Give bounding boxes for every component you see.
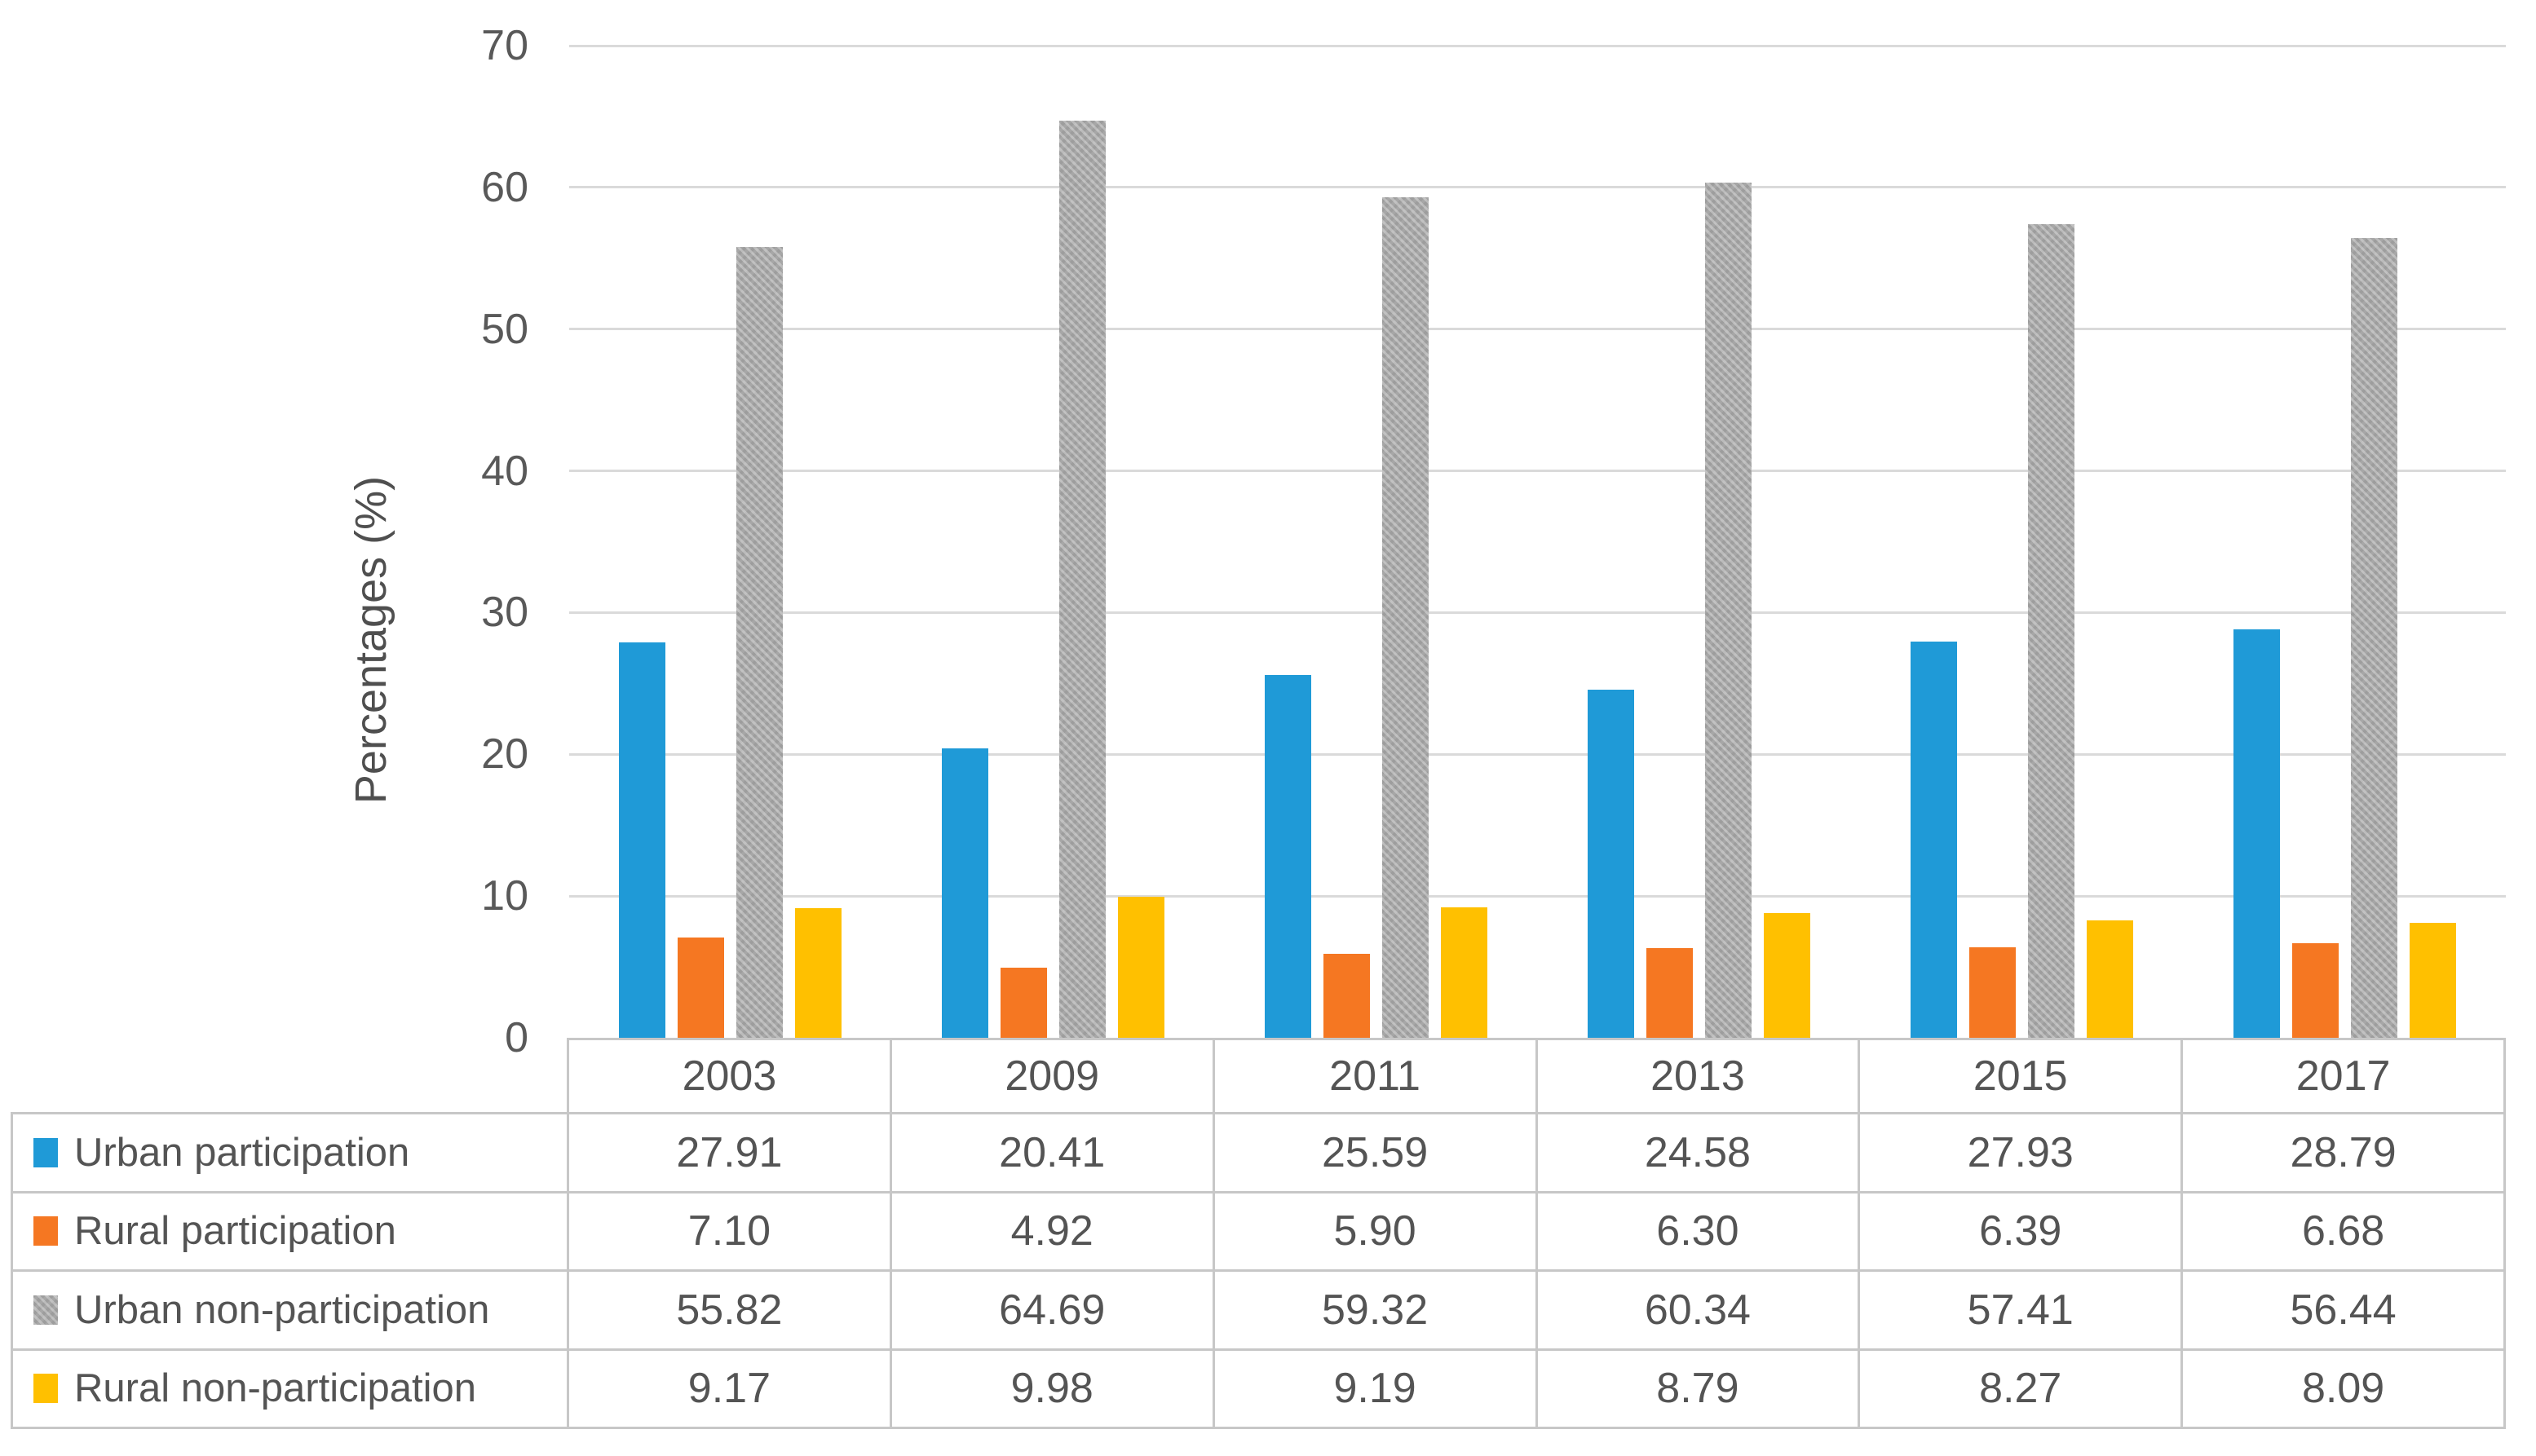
y-tick-label: 50 (481, 305, 528, 353)
bar-group-2011 (1215, 46, 1538, 1038)
value-cell: 27.93 (1860, 1114, 2184, 1193)
data-table: 2003 2009 2011 2013 2015 2017 Urban participat… (11, 1038, 2506, 1429)
value-cell: 55.82 (569, 1272, 892, 1351)
bar-group-2003 (569, 46, 892, 1038)
gridline (569, 186, 2506, 189)
bar (1763, 913, 1810, 1038)
year-header-cell: 2013 (1537, 1038, 1861, 1114)
gridline (569, 894, 2506, 898)
bar (736, 246, 784, 1038)
year-header-cell: 2017 (2183, 1038, 2506, 1114)
value-cell: 9.98 (891, 1350, 1215, 1429)
bar-group-2017 (2183, 46, 2506, 1038)
value-cell: 5.90 (1214, 1193, 1538, 1272)
bar (942, 748, 989, 1038)
value-cell: 8.09 (2183, 1350, 2506, 1429)
bar (795, 907, 842, 1038)
value-cell: 9.17 (569, 1350, 892, 1429)
gridline (569, 328, 2506, 331)
value-cell: 8.79 (1537, 1350, 1861, 1429)
value-cell: 56.44 (2183, 1272, 2506, 1351)
legend-swatch-icon (33, 1216, 58, 1246)
value-cell: 6.39 (1860, 1193, 2184, 1272)
value-cell: 59.32 (1214, 1272, 1538, 1351)
bar (2233, 629, 2280, 1038)
value-cell: 60.34 (1537, 1272, 1861, 1351)
value-cell: 24.58 (1537, 1114, 1861, 1193)
bar (1441, 907, 1488, 1038)
bar (1646, 948, 1693, 1038)
bar (1587, 689, 1634, 1038)
bar (1323, 954, 1371, 1038)
legend-swatch-icon (33, 1295, 58, 1325)
legend-cell: Rural non-participation (11, 1350, 569, 1429)
year-header-cell: 2011 (1214, 1038, 1538, 1114)
gridline (569, 44, 2506, 47)
bar (1382, 196, 1429, 1038)
bar (1059, 121, 1107, 1038)
value-cell: 8.27 (1860, 1350, 2184, 1429)
legend-label: Urban participation (74, 1130, 410, 1175)
bar (619, 642, 666, 1038)
value-cell: 57.41 (1860, 1272, 2184, 1351)
bar (2409, 923, 2456, 1038)
y-tick-label: 30 (481, 589, 528, 637)
value-cell: 9.19 (1214, 1350, 1538, 1429)
value-cell: 6.68 (2183, 1193, 2506, 1272)
legend-label: Rural participation (74, 1209, 396, 1254)
y-tick-label: 20 (481, 730, 528, 779)
bar-group-2013 (1537, 46, 1860, 1038)
bar (2027, 223, 2074, 1038)
bar-group-2009 (892, 46, 1215, 1038)
value-cell: 6.30 (1537, 1193, 1861, 1272)
gridline (569, 470, 2506, 473)
value-cell: 28.79 (2183, 1114, 2506, 1193)
year-header-cell: 2003 (569, 1038, 892, 1114)
bar (2350, 237, 2397, 1038)
bar (1118, 896, 1165, 1038)
y-tick-label: 70 (481, 22, 528, 69)
y-tick-label: 10 (481, 872, 528, 920)
bar (1910, 642, 1957, 1038)
empty-cell (11, 1038, 569, 1114)
bar-groups (569, 46, 2506, 1038)
y-tick-label: 60 (481, 163, 528, 211)
value-cell: 4.92 (891, 1193, 1215, 1272)
plot-area (569, 44, 2506, 1038)
bar (1968, 946, 2016, 1038)
value-cell: 20.41 (891, 1114, 1215, 1193)
y-tick-label: 0 (505, 1014, 528, 1061)
legend-cell: Urban participation (11, 1114, 569, 1193)
bar (2086, 920, 2133, 1038)
value-cell: 7.10 (569, 1193, 892, 1272)
bar (2291, 942, 2339, 1038)
legend-cell: Rural participation (11, 1193, 569, 1272)
gridline (569, 752, 2506, 756)
bar (1265, 675, 1312, 1038)
year-header-cell: 2009 (891, 1038, 1215, 1114)
legend-label: Urban non-participation (74, 1287, 490, 1332)
legend-swatch-icon (33, 1137, 58, 1167)
bar (1704, 182, 1752, 1038)
bar (1001, 968, 1048, 1038)
bar (678, 937, 725, 1038)
value-cell: 27.91 (569, 1114, 892, 1193)
value-cell: 64.69 (891, 1272, 1215, 1351)
y-axis-title: Percentages (%) (347, 475, 395, 805)
y-tick-label: 40 (481, 447, 528, 495)
year-header-cell: 2015 (1860, 1038, 2184, 1114)
legend-label: Rural non-participation (74, 1366, 476, 1411)
legend-swatch-icon (33, 1374, 58, 1404)
value-cell: 25.59 (1214, 1114, 1538, 1193)
gridline (569, 611, 2506, 614)
legend-cell: Urban non-participation (11, 1272, 569, 1351)
bar-group-2015 (1860, 46, 2183, 1038)
